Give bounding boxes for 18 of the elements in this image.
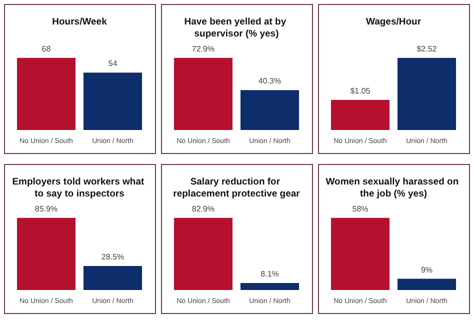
chart-title: Wages/Hour (366, 16, 422, 28)
data-label: 9% (420, 265, 433, 274)
chart-title: Employers told workers what to say to inspectors (12, 176, 147, 200)
data-label: 40.3% (258, 76, 282, 86)
data-label: 85.9% (34, 204, 58, 214)
chart-title: Women sexually harassed on the job (% yes) (326, 176, 462, 200)
chart-title: Hours/Week (52, 16, 108, 28)
data-label: 68 (42, 44, 52, 54)
chart-title: Salary reduction for replacement protective gear (173, 176, 300, 200)
data-label: 8.1% (260, 269, 279, 278)
data-label: 28.5% (101, 252, 124, 262)
data-label: 58% (352, 204, 368, 214)
chart-title: Have been yelled at by supervisor (% yes) (184, 16, 289, 40)
data-label: $2.52 (416, 44, 438, 54)
data-label: 72.9% (192, 44, 215, 54)
data-label: 54 (108, 59, 118, 68)
data-label: 82.9% (192, 204, 215, 214)
data-label: $1.05 (350, 86, 371, 96)
